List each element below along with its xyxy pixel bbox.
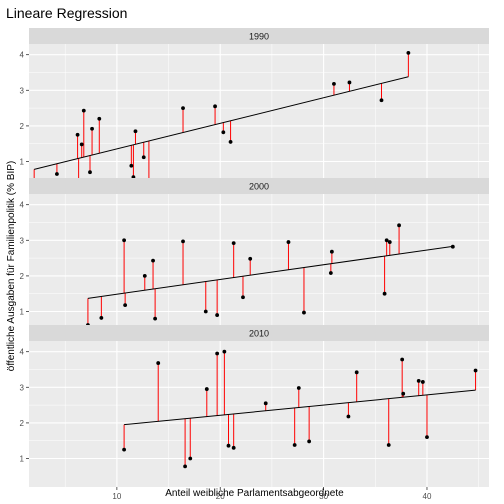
data-point <box>347 80 352 85</box>
data-point <box>292 443 297 447</box>
data-point <box>203 309 208 314</box>
data-point <box>248 256 253 261</box>
data-point <box>181 239 185 244</box>
data-point <box>221 130 226 135</box>
data-point <box>215 351 220 356</box>
x-axis: 10 20 30 40 <box>112 487 432 501</box>
y-tick-label: 2 <box>20 272 25 281</box>
data-point <box>188 456 193 461</box>
data-point <box>379 98 384 103</box>
facet-panel-1990: 1990 1 2 3 4 <box>20 28 489 190</box>
data-point <box>151 258 155 263</box>
facet-strip-label: 1990 <box>249 32 269 42</box>
data-point <box>416 378 421 383</box>
data-point <box>75 132 80 137</box>
regression-line <box>34 76 409 170</box>
x-tick-label: 30 <box>319 492 328 501</box>
data-point <box>406 51 411 55</box>
data-point <box>425 435 429 440</box>
data-point <box>401 391 406 396</box>
regression-line <box>124 389 476 426</box>
data-point <box>156 361 161 365</box>
data-point <box>386 443 391 447</box>
y-tick-label: 2 <box>20 122 25 131</box>
data-point <box>296 386 301 390</box>
y-tick-label: 1 <box>20 455 25 464</box>
data-point <box>346 414 351 419</box>
data-point <box>263 401 268 406</box>
data-point <box>328 271 333 275</box>
data-point <box>222 349 227 354</box>
chart-title: Lineare Regression <box>6 5 127 21</box>
facet-strip-label: 2000 <box>249 182 269 192</box>
x-tick-label: 10 <box>112 492 121 501</box>
facet-strip <box>29 178 489 194</box>
panel-background <box>29 341 489 487</box>
y-tick-label: 1 <box>20 158 25 167</box>
data-point <box>142 274 147 278</box>
data-point <box>354 370 359 375</box>
data-point <box>90 126 94 131</box>
data-point <box>122 238 127 243</box>
data-point <box>231 445 236 450</box>
data-point <box>79 142 84 147</box>
data-point <box>450 244 455 249</box>
facet-panel-2000: 2000 1 2 3 4 <box>20 178 489 340</box>
data-point <box>97 116 102 121</box>
data-point <box>123 303 128 308</box>
data-point <box>473 368 478 373</box>
y-axis-title: öffentliche Ausgaben für Familienpolitik… <box>6 161 17 371</box>
y-tick-label: 3 <box>20 86 25 95</box>
y-tick-label: 4 <box>20 348 25 357</box>
x-tick-label: 20 <box>216 492 225 501</box>
facet-strip <box>29 28 489 44</box>
data-point <box>226 443 231 448</box>
data-point <box>332 81 336 86</box>
data-point <box>88 170 92 175</box>
data-point <box>241 295 245 300</box>
data-point <box>215 313 220 317</box>
data-point <box>329 249 334 254</box>
data-point <box>133 129 138 134</box>
facet-panels: 1990 1 2 3 4 2000 1 2 3 4 2010 1 2 3 4 <box>20 28 489 487</box>
x-axis-title: Anteil weibliche Parlamentsabgeordnete <box>165 488 344 499</box>
data-point <box>302 310 306 315</box>
data-point <box>231 241 236 246</box>
y-tick-label: 3 <box>20 383 25 392</box>
y-tick-label: 4 <box>20 201 25 210</box>
data-point <box>213 104 217 109</box>
y-tick-label: 3 <box>20 236 25 245</box>
x-tick-label: 40 <box>423 492 432 501</box>
data-point <box>420 380 425 384</box>
regression-line <box>87 245 453 299</box>
data-point <box>228 140 233 144</box>
y-tick-label: 4 <box>20 51 25 60</box>
panel-background <box>29 194 489 340</box>
facet-strip <box>29 325 489 341</box>
facet-panel-2010: 2010 1 2 3 4 <box>20 325 489 487</box>
data-point <box>183 464 187 469</box>
y-tick-label: 2 <box>20 419 25 428</box>
y-tick-label: 1 <box>20 308 25 317</box>
data-point <box>384 238 389 243</box>
data-point <box>55 172 59 176</box>
panel-background <box>29 44 489 190</box>
data-point <box>153 316 158 321</box>
data-point <box>382 291 387 296</box>
facet-strip-label: 2010 <box>249 329 269 339</box>
data-point <box>286 240 291 244</box>
data-point <box>81 108 86 113</box>
data-point <box>387 240 392 244</box>
data-point <box>141 155 146 160</box>
data-point <box>99 316 104 320</box>
data-point <box>122 447 127 452</box>
data-point <box>129 163 134 168</box>
data-point <box>400 357 405 362</box>
data-point <box>307 439 312 444</box>
data-point <box>397 223 401 228</box>
data-point <box>181 106 185 110</box>
data-point <box>204 387 209 391</box>
